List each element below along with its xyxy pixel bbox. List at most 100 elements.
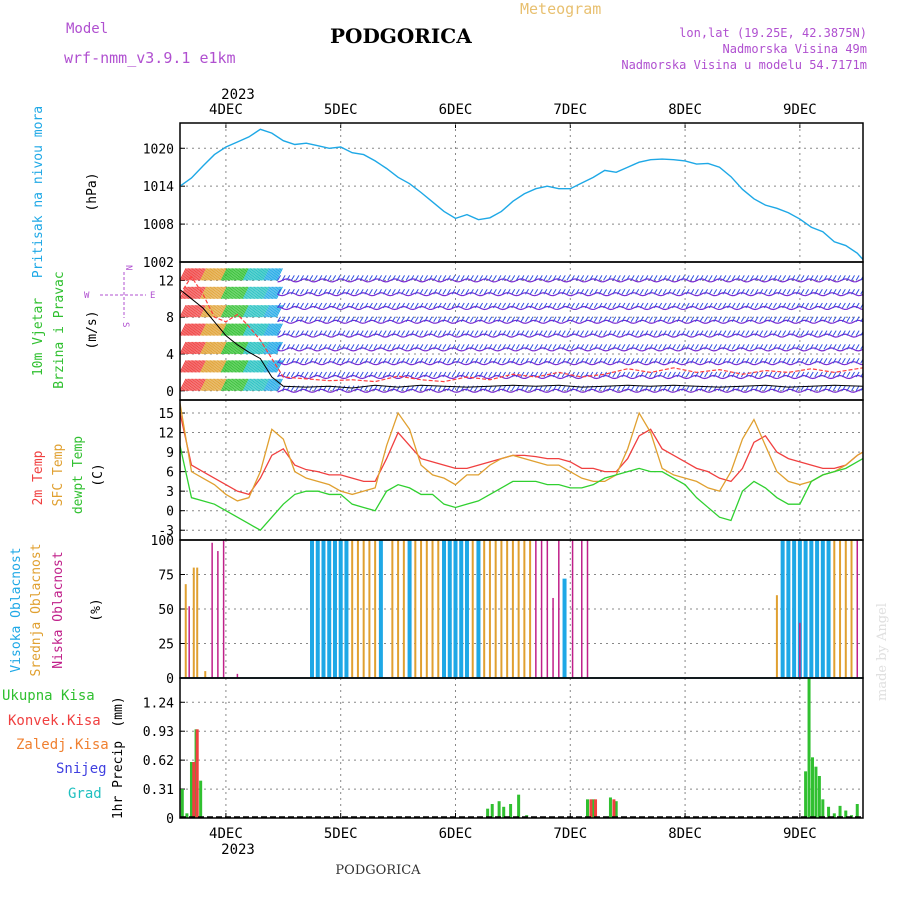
cloud-high-bar <box>786 540 791 678</box>
wind-barb <box>200 341 208 355</box>
wind-barb <box>230 286 238 300</box>
wind-barb <box>309 288 314 295</box>
wind-barb <box>275 341 283 355</box>
product-title: Meteogram <box>520 0 601 18</box>
wind-barb <box>364 344 369 350</box>
wind-barb <box>229 341 237 355</box>
wind-barb <box>447 275 451 281</box>
wind-barb <box>593 316 598 323</box>
wind-barb <box>557 357 562 364</box>
wind-barb <box>253 323 261 336</box>
wind-barb <box>200 286 208 300</box>
wind-barb <box>832 288 837 295</box>
precip-total-bar <box>185 813 189 818</box>
wind-barb <box>219 323 227 336</box>
wind-barb <box>368 275 373 281</box>
wind-barb <box>520 371 525 378</box>
wind-barb <box>745 344 750 350</box>
wind-barb <box>229 304 237 318</box>
wind-barb <box>318 330 323 336</box>
wind-barb <box>269 323 276 336</box>
wind-barb <box>218 286 226 300</box>
wind-barb <box>277 275 282 281</box>
wind-barb <box>437 385 442 392</box>
cloud-mid-bar <box>494 540 497 678</box>
wind-barb <box>548 275 552 281</box>
wind-barb <box>782 344 787 350</box>
wind-barb <box>248 378 256 392</box>
wind-barb <box>754 385 759 392</box>
wind-barb <box>823 288 828 295</box>
wind-barb <box>488 357 493 364</box>
wind-barb <box>571 371 575 378</box>
wind-barb <box>437 275 442 281</box>
precip-total-bar <box>827 806 831 818</box>
wind-barb <box>630 357 635 364</box>
wind-barb <box>557 330 562 336</box>
wind-barb <box>259 268 267 281</box>
cloud-high-bar <box>321 540 326 678</box>
wind-barb <box>451 357 456 364</box>
wind-barb <box>227 323 235 336</box>
wind-barb <box>336 302 341 309</box>
wind-barb <box>823 371 828 378</box>
precip-total-bar <box>807 678 811 818</box>
wind-barb <box>580 316 585 323</box>
wind-barb <box>773 371 777 378</box>
wind-barb <box>238 323 246 336</box>
wind-barb <box>378 357 383 364</box>
wind-barb <box>731 302 736 309</box>
wind-barb <box>247 268 254 281</box>
wind-barb <box>754 288 759 295</box>
wind-barb <box>639 330 644 336</box>
wind-barb <box>251 360 259 373</box>
cloud-mid-bar <box>204 671 207 678</box>
wind-barb <box>219 360 227 373</box>
wind-barb <box>355 330 360 336</box>
cloud-mid-bar <box>420 540 423 678</box>
wind-barb <box>190 323 198 336</box>
wind-barb <box>483 330 488 336</box>
wind-barb <box>359 371 364 378</box>
temp-sfc-line <box>179 403 864 502</box>
y-tick-label: 3 <box>166 485 174 500</box>
wind-barb <box>382 357 387 364</box>
wind-barb <box>209 304 217 318</box>
wind-barb <box>841 371 846 378</box>
wind-barb <box>814 357 819 364</box>
wind-barb <box>241 268 249 281</box>
wind-barb <box>502 344 506 350</box>
wind-barb <box>255 323 263 336</box>
wind-barb <box>855 344 860 350</box>
wind-barb <box>566 288 571 295</box>
wind-barb <box>295 344 300 350</box>
wind-barb <box>773 385 777 392</box>
wind-barb <box>274 268 282 281</box>
wind-barb <box>828 385 832 392</box>
wind-barb <box>304 344 309 350</box>
wind-barb <box>269 268 276 281</box>
wind-barb <box>225 360 232 373</box>
wind-barb <box>387 316 392 323</box>
wind-barb <box>355 357 360 364</box>
wind-barb <box>593 357 598 364</box>
wind-barb <box>256 304 264 318</box>
wind-barb <box>860 303 863 309</box>
wind-barb <box>814 302 819 309</box>
wind-barb <box>740 275 745 281</box>
wind-barb <box>205 378 213 392</box>
wind-barb <box>621 385 626 392</box>
wind-barb <box>401 316 405 323</box>
wind-barb <box>187 323 195 336</box>
wind-barb <box>213 323 221 336</box>
wind-barb <box>281 316 286 323</box>
wind-barb <box>245 341 253 355</box>
bottom-date-label: 9DEC <box>783 826 817 842</box>
wind-barb <box>359 288 364 295</box>
wind-barb <box>378 385 383 392</box>
wind-barb <box>460 330 465 336</box>
wind-barb <box>327 344 332 350</box>
wind-barb <box>273 341 281 355</box>
wind-barb <box>304 288 309 295</box>
wind-barb <box>818 371 823 378</box>
